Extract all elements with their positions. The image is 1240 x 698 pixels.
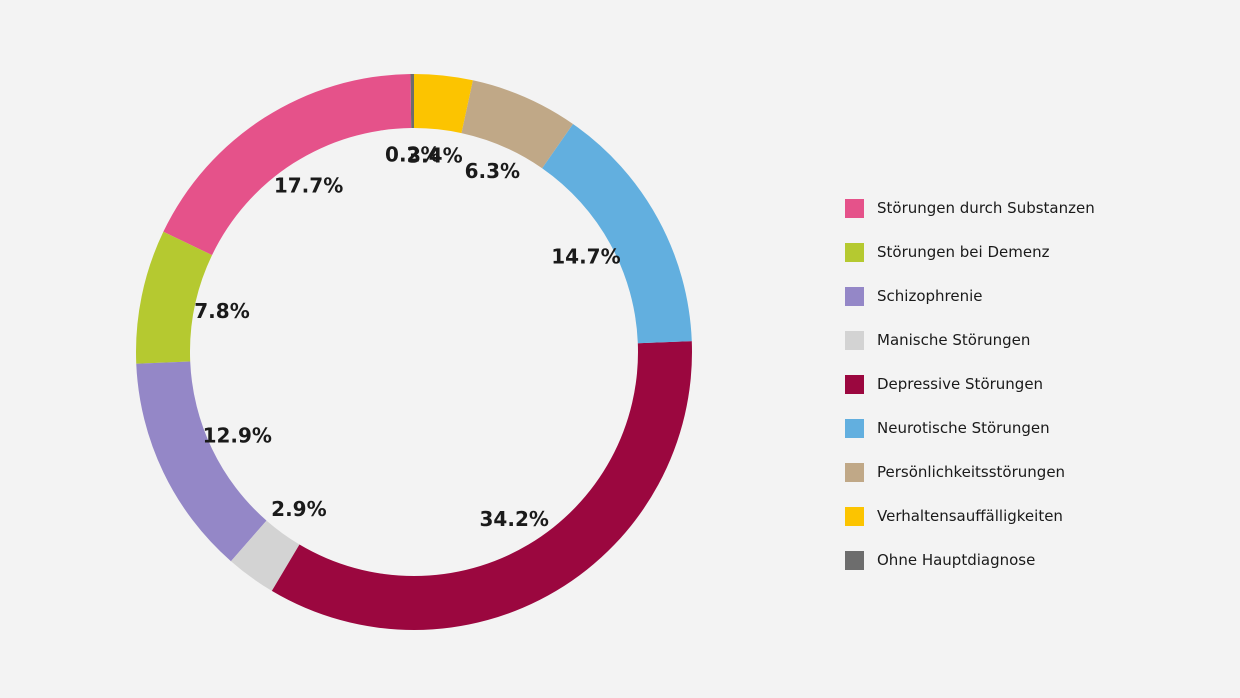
legend-label: Verhaltensauffälligkeiten [877,507,1063,525]
slice-2 [136,231,213,364]
legend-label: Manische Störungen [877,331,1031,349]
legend-item-5: Neurotische Störungen [845,406,1095,450]
slice-label-6: 14.7% [551,244,620,268]
donut-svg: 0.2% 17.7% 7.8% 12.9% 2.9% 34.2% 14.7% 6.3%3.4% [136,74,692,631]
slice-0 [410,74,414,129]
legend-item-6: Persönlichkeitsstörungen [845,450,1095,494]
legend-item-4: Depressive Störungen [845,362,1095,406]
slice-label-2: 7.8% [194,299,249,323]
legend-label: Ohne Hauptdiagnose [877,551,1036,569]
legend-swatch [845,242,864,262]
legend-item-8: Ohne Hauptdiagnose [845,538,1095,582]
legend-label: Schizophrenie [877,287,983,305]
legend-label: Neurotische Störungen [877,419,1050,437]
legend-label: Störungen durch Substanzen [877,199,1095,217]
legend-swatch [845,462,864,482]
slice-label-4: 2.9% [271,497,326,521]
slice-8 [414,74,473,134]
legend-swatch [845,506,864,526]
slice-3 [136,361,267,562]
slice-label-3: 12.9% [203,423,272,447]
legend-label: Persönlichkeitsstörungen [877,463,1066,481]
legend-item-7: Verhaltensauffälligkeiten [845,494,1095,538]
donut-slices [136,74,692,631]
legend-swatch [845,550,864,570]
slice-7 [461,80,573,169]
slice-6 [542,123,692,344]
legend-item-2: Schizophrenie [845,274,1095,318]
legend-item-0: Störungen durch Substanzen [845,186,1095,230]
slice-4 [230,520,300,591]
legend-item-3: Manische Störungen [845,318,1095,362]
slice-5 [271,341,692,631]
legend-swatch [845,286,864,306]
legend-label: Depressive Störungen [877,375,1044,393]
slice-label-5: 34.2% [480,507,549,531]
legend-swatch [845,330,864,350]
slice-labels: 0.2% 17.7% 7.8% 12.9% 2.9% 34.2% 14.7% 6.3%3.4% [194,143,620,531]
slice-label-7: 6.3% [465,159,520,183]
slice-label-8: 3.4% [407,144,462,168]
legend-swatch [845,418,864,438]
legend-swatch [845,198,864,218]
legend: Störungen durch Substanzen Störungen bei … [845,186,1095,582]
legend-swatch [845,374,864,394]
legend-label: Störungen bei Demenz [877,243,1050,261]
slice-1 [163,74,412,256]
slice-label-0: 0.2% [385,143,440,167]
slice-label-1: 17.7% [274,173,343,197]
legend-item-1: Störungen bei Demenz [845,230,1095,274]
